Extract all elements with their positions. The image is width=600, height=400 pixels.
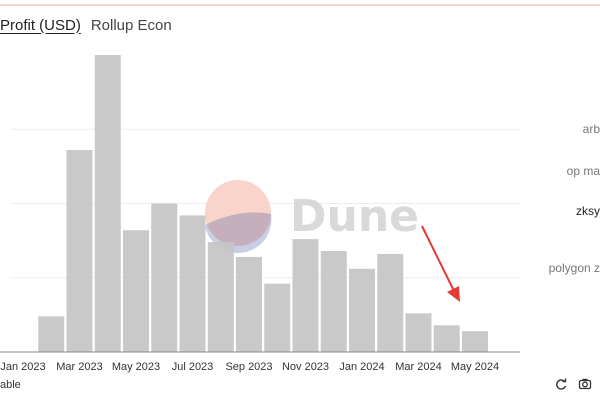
bar	[264, 283, 291, 352]
bar	[433, 325, 460, 352]
x-tick-label: Jan 2024	[339, 361, 384, 373]
bar	[151, 203, 178, 352]
bar	[236, 256, 262, 352]
tab-rollup-econ[interactable]: Rollup Econ	[90, 16, 172, 34]
x-tick-label: Sep 2023	[225, 361, 272, 373]
x-tick-label: May 2024	[451, 361, 499, 373]
watermark-text: Dune	[290, 191, 419, 242]
x-tick-label: Jul 2023	[172, 361, 214, 373]
x-tick-label: Nov 2023	[282, 361, 329, 373]
x-tick-label: May 2023	[112, 361, 160, 373]
top-divider	[0, 4, 600, 6]
refresh-icon[interactable]	[554, 377, 568, 391]
bar	[38, 316, 65, 352]
bar	[207, 242, 234, 352]
bar	[405, 313, 432, 352]
x-tick-label: Jan 2023	[0, 361, 45, 373]
tab-profit-usd[interactable]: Profit (USD)	[0, 16, 81, 34]
annotation-arrow-shaft	[421, 225, 456, 294]
legend-item-arb[interactable]: arb	[582, 122, 600, 136]
x-tick-label: Mar 2024	[395, 361, 441, 373]
annotation-arrow-head	[447, 286, 460, 302]
bar	[292, 239, 319, 352]
legend-item-polygon-zkevm[interactable]: polygon z	[548, 261, 600, 275]
x-tick-label: Mar 2023	[56, 361, 102, 373]
bar	[123, 230, 149, 352]
tab-bar: Profit (USD) Rollup Econ	[0, 13, 172, 37]
watermark-logo-circle	[205, 180, 271, 246]
bar	[94, 55, 121, 352]
bar	[179, 215, 206, 352]
legend-item-op-mainnet[interactable]: op ma	[566, 164, 600, 178]
bar	[66, 150, 93, 352]
bar	[462, 331, 488, 352]
footer-label: able	[0, 379, 21, 391]
bar	[349, 268, 375, 352]
bar	[377, 253, 404, 352]
legend: arb op ma zksy polygon z	[540, 0, 600, 400]
bar	[320, 251, 347, 352]
legend-item-zksync[interactable]: zksy	[576, 204, 600, 218]
footer-icons	[554, 377, 592, 391]
camera-icon[interactable]	[578, 377, 592, 391]
